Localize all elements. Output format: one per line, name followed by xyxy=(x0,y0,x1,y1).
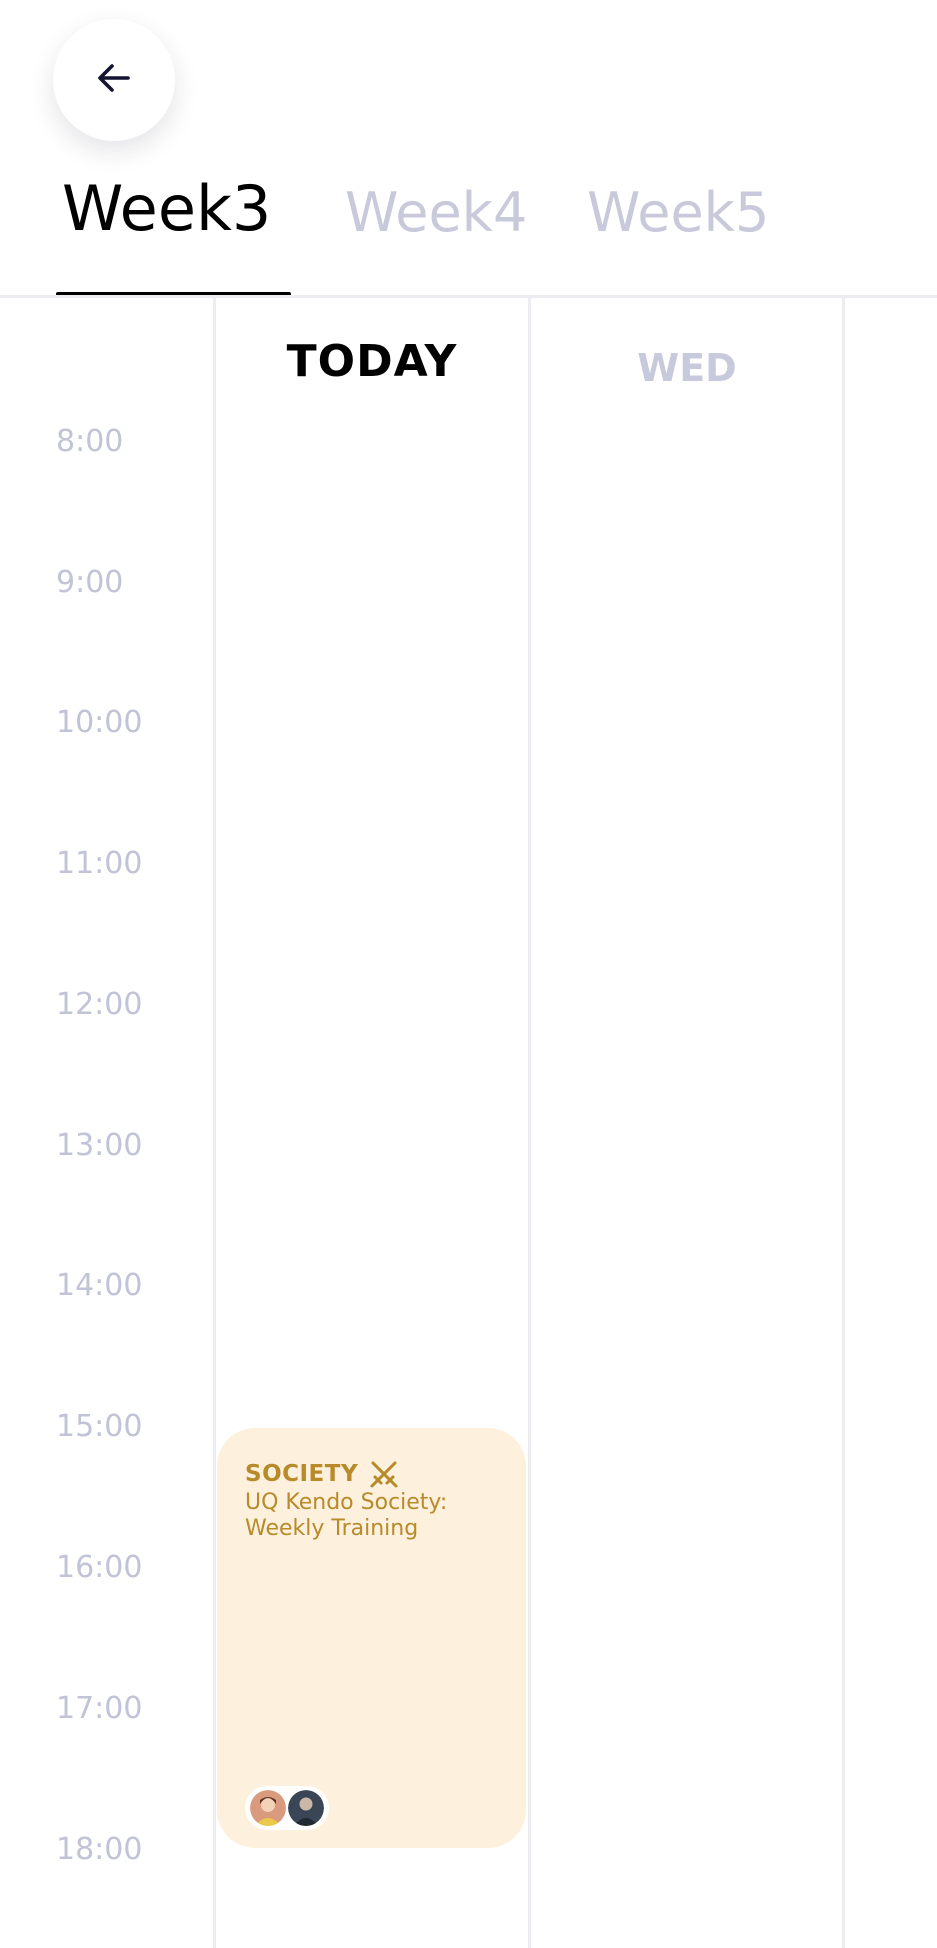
crossed-swords-icon xyxy=(368,1458,400,1490)
column-divider xyxy=(528,297,531,1948)
event-header: SOCIETY xyxy=(245,1458,400,1490)
time-label: 17:00 xyxy=(56,1691,143,1726)
week-tabs: Week3 Week4 Week5 xyxy=(0,170,937,298)
time-label: 13:00 xyxy=(56,1128,143,1163)
tab-week3[interactable]: Week3 xyxy=(62,172,272,245)
time-label: 12:00 xyxy=(56,987,143,1022)
attendee-avatars[interactable] xyxy=(245,1786,329,1830)
time-label: 9:00 xyxy=(56,565,124,600)
event-title: UQ Kendo Society: Weekly Training xyxy=(245,1490,448,1541)
time-label: 16:00 xyxy=(56,1550,143,1585)
day-header-today[interactable]: TODAY xyxy=(286,336,458,387)
event-card[interactable]: SOCIETY UQ Kendo Society: Weekly Trainin… xyxy=(217,1428,526,1848)
tab-week5[interactable]: Week5 xyxy=(587,181,770,244)
time-label: 8:00 xyxy=(56,424,124,459)
time-label: 11:00 xyxy=(56,846,143,881)
arrow-left-icon xyxy=(92,56,136,104)
avatar xyxy=(288,1790,324,1826)
column-divider xyxy=(213,297,216,1948)
back-button[interactable] xyxy=(53,19,175,141)
column-divider xyxy=(842,297,845,1948)
time-label: 14:00 xyxy=(56,1268,143,1303)
event-category: SOCIETY xyxy=(245,1461,359,1487)
time-label: 15:00 xyxy=(56,1409,143,1444)
tabs-divider xyxy=(0,295,937,298)
tab-week4[interactable]: Week4 xyxy=(345,181,528,244)
time-label: 10:00 xyxy=(56,705,143,740)
time-label: 18:00 xyxy=(56,1832,143,1867)
day-header-wed[interactable]: WED xyxy=(637,346,737,390)
avatar xyxy=(250,1790,286,1826)
